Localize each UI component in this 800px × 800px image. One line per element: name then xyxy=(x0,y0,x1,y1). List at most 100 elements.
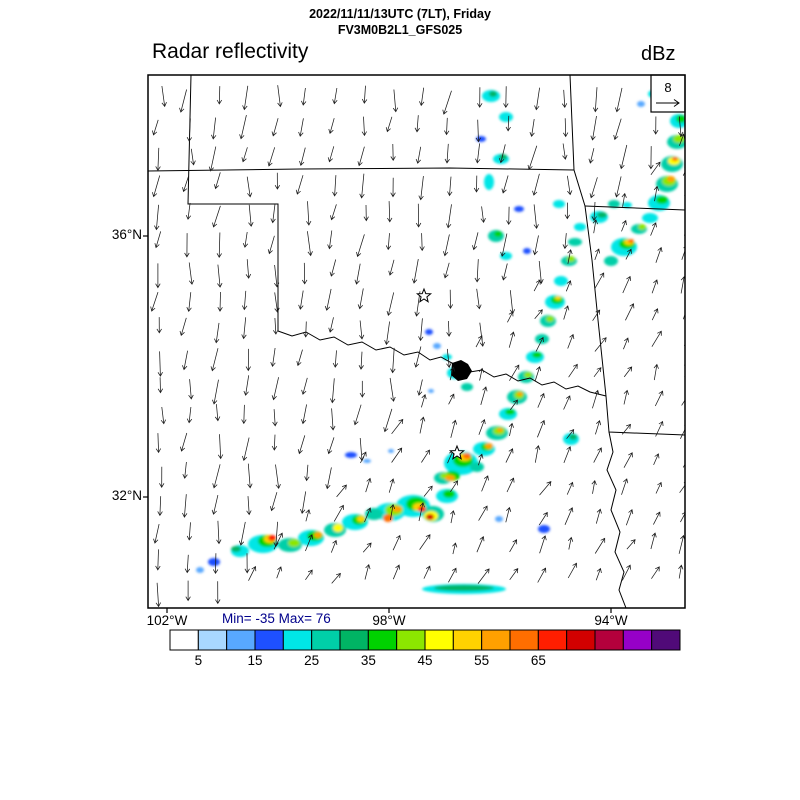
wind-vector xyxy=(590,115,597,141)
wind-vector xyxy=(625,303,635,321)
wind-vector xyxy=(592,219,598,234)
radar-cell xyxy=(485,443,493,449)
wind-vector xyxy=(563,395,571,410)
wind-vector xyxy=(332,87,338,105)
wind-vector xyxy=(595,420,602,435)
wind-vector xyxy=(682,459,685,468)
colorbar-segment xyxy=(509,629,539,651)
wind-vector xyxy=(589,177,598,199)
model-name: FV3M0B2L1_GFS025 xyxy=(337,23,463,37)
wind-vector xyxy=(505,506,512,523)
wind-vector xyxy=(500,233,508,257)
wind-vector xyxy=(621,478,629,495)
wind-vector xyxy=(210,348,219,372)
wind-vector xyxy=(354,263,361,285)
wind-vector xyxy=(270,203,276,224)
wind-vector xyxy=(501,263,508,281)
wind-vector xyxy=(182,350,188,371)
wind-vector xyxy=(157,377,164,394)
radar-cell xyxy=(425,329,433,335)
wind-vector xyxy=(414,346,422,368)
colorbar xyxy=(169,629,681,651)
radar-cell xyxy=(569,434,577,440)
wind-vector xyxy=(271,118,279,137)
wind-vector xyxy=(304,464,310,482)
wind-vector xyxy=(414,115,420,133)
wind-vector xyxy=(563,446,572,464)
radar-cell xyxy=(499,112,513,122)
radar-cell xyxy=(673,135,685,143)
wind-vector xyxy=(678,534,685,554)
radar-cell xyxy=(538,525,550,533)
radar-cell xyxy=(656,196,668,204)
wind-vector xyxy=(679,133,685,146)
wind-vector xyxy=(242,85,249,111)
radar-cell xyxy=(434,585,494,591)
wind-vector xyxy=(389,503,396,521)
wind-vector xyxy=(245,259,252,279)
wind-vector xyxy=(215,581,221,605)
wind-vector xyxy=(217,264,223,288)
wind-vector xyxy=(650,222,657,236)
radar-cell xyxy=(637,101,645,107)
colorbar-segment xyxy=(622,629,653,651)
wind-vector xyxy=(186,118,193,142)
wind-vector xyxy=(267,235,275,255)
wind-vector xyxy=(324,288,332,311)
radar-cell xyxy=(638,224,646,230)
wind-vector xyxy=(307,231,313,257)
border-line xyxy=(187,75,279,331)
wind-vector xyxy=(475,143,481,164)
radar-cell xyxy=(628,239,634,243)
wind-vector xyxy=(303,321,309,338)
wind-vector xyxy=(592,389,600,409)
colorbar-segment xyxy=(452,629,483,651)
wind-vector xyxy=(273,532,283,550)
wind-vector xyxy=(509,568,519,581)
wind-vector xyxy=(615,87,623,113)
city-star-marker xyxy=(448,444,466,460)
wind-vector xyxy=(538,511,548,526)
radar-cell xyxy=(532,352,542,358)
radar-cell xyxy=(433,343,441,349)
wind-vector xyxy=(329,378,336,404)
wind-vector xyxy=(509,290,516,315)
wind-vector xyxy=(301,377,308,395)
wind-vector xyxy=(594,248,601,261)
wind-vector xyxy=(332,350,339,368)
reference-vector-value: 8 xyxy=(664,80,671,95)
radar-cell xyxy=(642,213,658,223)
wind-vector xyxy=(478,505,488,521)
wind-vector xyxy=(387,201,393,223)
wind-vector xyxy=(298,290,304,310)
wind-vector xyxy=(508,331,516,348)
wind-vector xyxy=(562,233,568,250)
wind-vector xyxy=(305,569,313,581)
wind-vector xyxy=(509,399,518,411)
wind-vector xyxy=(476,536,485,553)
wind-vector xyxy=(182,494,188,518)
wind-vector xyxy=(505,448,514,463)
wind-vector xyxy=(506,477,515,493)
wind-vector xyxy=(182,461,188,479)
wind-vector xyxy=(155,582,161,608)
wind-vector xyxy=(623,366,633,378)
wind-vector xyxy=(157,351,163,377)
wind-vector xyxy=(214,172,221,190)
wind-vector xyxy=(388,259,395,276)
wind-vector xyxy=(651,566,660,579)
colorbar-segment xyxy=(339,629,369,651)
wind-vector xyxy=(447,289,454,310)
wind-vector xyxy=(214,322,220,344)
radar-cell xyxy=(604,256,618,266)
wind-vector xyxy=(155,433,162,454)
wind-vector xyxy=(359,320,365,340)
wind-vector xyxy=(331,572,341,584)
wind-vector xyxy=(242,437,250,462)
radar-cell xyxy=(495,516,503,522)
wind-vector xyxy=(184,554,191,574)
minmax-label: Min= -35 Max= 76 xyxy=(222,611,331,626)
wind-vector xyxy=(626,539,636,550)
wind-vector xyxy=(155,147,161,172)
wind-vector xyxy=(537,419,546,438)
